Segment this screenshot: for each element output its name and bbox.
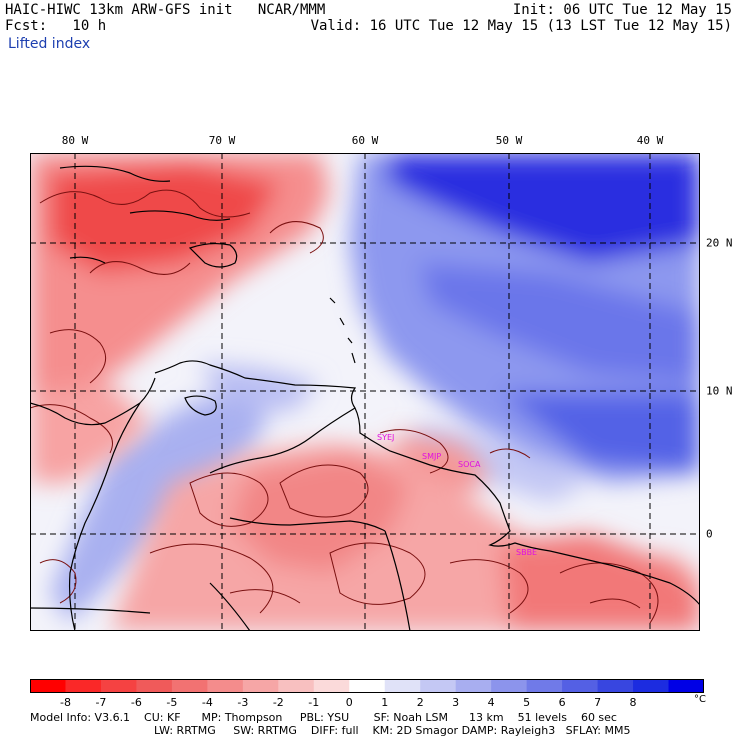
positive-li-field	[50, 153, 700, 623]
colorbar-tick-label: 3	[452, 696, 460, 709]
colorbar	[30, 679, 704, 693]
colorbar-unit: °C	[694, 694, 706, 705]
colorbar-tick-label: 5	[523, 696, 531, 709]
colorbar-tick-label: -4	[201, 696, 213, 709]
colorbar-tick-label: 2	[416, 696, 424, 709]
model-info-line-1: Model Info: V3.6.1 CU: KF MP: Thompson P…	[30, 711, 617, 724]
colorbar-swatch	[562, 679, 599, 693]
colorbar-swatch	[597, 679, 634, 693]
lat-label-equator: 0	[706, 527, 713, 541]
colorbar-swatch	[171, 679, 208, 693]
lifted-index-map: SYEJ SMJP SOCA SBBE	[30, 153, 700, 631]
variable-name: Lifted index	[8, 36, 91, 52]
lon-label-70w: 70 W	[208, 134, 236, 147]
coastlines	[30, 165, 700, 631]
colorbar-tick-label: -3	[237, 696, 249, 709]
header-model-title: HAIC-HIWC 13km ARW-GFS init NCAR/MMM	[5, 2, 326, 18]
colorbar-swatch	[349, 679, 386, 693]
header-init-time: Init: 06 UTC Tue 12 May 15	[512, 2, 732, 18]
colorbar-swatch	[491, 679, 528, 693]
colorbar-tick-label: -7	[95, 696, 107, 709]
map-frame	[30, 153, 700, 631]
lat-label-10n: 10 N	[706, 384, 733, 398]
station-smjp: SMJP	[422, 452, 441, 461]
colorbar-swatch	[526, 679, 563, 693]
lon-label-80w: 80 W	[61, 134, 89, 147]
lon-label-60w: 60 W	[351, 134, 379, 147]
colorbar-tick-label: 6	[558, 696, 566, 709]
colorbar-tick-label: 1	[381, 696, 389, 709]
colorbar-swatch	[100, 679, 138, 693]
colorbar-tick-label: -1	[308, 696, 320, 709]
station-syej: SYEJ	[377, 433, 394, 442]
colorbar-swatch	[278, 679, 315, 693]
colorbar-swatch	[136, 679, 173, 693]
colorbar-swatch	[384, 679, 421, 693]
colorbar-tick-label: 8	[629, 696, 637, 709]
colorbar-swatch	[420, 679, 457, 693]
colorbar-swatch	[313, 679, 350, 693]
colorbar-swatch	[242, 679, 279, 693]
colorbar-tick-label: 7	[594, 696, 602, 709]
lon-label-50w: 50 W	[495, 134, 523, 147]
colorbar-swatch	[455, 679, 492, 693]
lat-label-20n: 20 N	[706, 236, 733, 250]
colorbar-tick-label: -8	[59, 696, 71, 709]
colorbar-tick-label: -6	[130, 696, 142, 709]
station-sbbe: SBBE	[516, 548, 537, 557]
lon-label-40w: 40 W	[636, 134, 664, 147]
header-valid-time: Valid: 16 UTC Tue 12 May 15 (13 LST Tue …	[310, 18, 732, 34]
lat-lon-grid	[30, 153, 700, 631]
model-info-line-2: LW: RRTMG SW: RRTMG DIFF: full KM: 2D Sm…	[154, 724, 631, 737]
station-soca: SOCA	[458, 460, 481, 469]
colorbar-swatch	[65, 679, 102, 693]
li-contours	[30, 189, 659, 624]
colorbar-swatch	[633, 679, 670, 693]
header-forecast-hour: Fcst: 10 h	[5, 18, 107, 34]
colorbar-swatch	[668, 679, 704, 693]
colorbar-tick-label: -2	[272, 696, 284, 709]
colorbar-swatch	[30, 679, 67, 693]
colorbar-tick-label: 4	[487, 696, 495, 709]
colorbar-swatch	[207, 679, 244, 693]
colorbar-tick-label: 0	[345, 696, 353, 709]
colorbar-tick-label: -5	[166, 696, 178, 709]
colorbar-frame	[30, 679, 704, 693]
